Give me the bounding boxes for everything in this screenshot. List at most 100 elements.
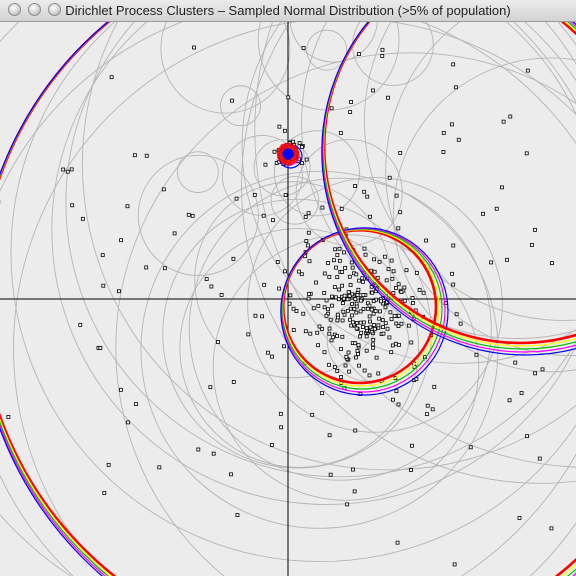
data-point <box>284 194 287 197</box>
data-point <box>397 325 400 328</box>
data-point <box>490 261 493 264</box>
data-point <box>455 86 458 89</box>
data-point <box>525 152 528 155</box>
data-point <box>81 217 84 220</box>
data-point <box>353 490 356 493</box>
data-point <box>534 372 537 375</box>
data-point <box>355 311 358 314</box>
data-point <box>403 286 406 289</box>
data-point <box>307 212 310 215</box>
data-point <box>292 307 295 310</box>
data-point <box>231 99 234 102</box>
data-point <box>317 304 320 307</box>
data-point <box>305 158 308 161</box>
data-point <box>353 307 356 310</box>
data-point <box>520 392 523 395</box>
data-point <box>7 415 10 418</box>
data-point <box>355 273 358 276</box>
data-point <box>350 261 353 264</box>
data-point <box>508 399 511 402</box>
data-point <box>452 244 455 247</box>
data-point <box>120 239 123 242</box>
data-point <box>235 197 238 200</box>
sample-circle <box>302 22 576 338</box>
data-point <box>350 314 353 317</box>
data-point <box>187 213 190 216</box>
data-point <box>509 115 512 118</box>
data-point <box>533 228 536 231</box>
data-point <box>442 131 445 134</box>
data-point <box>328 434 331 437</box>
data-point <box>263 283 266 286</box>
data-point <box>362 294 365 297</box>
data-point <box>349 283 352 286</box>
data-point <box>442 150 445 153</box>
data-point <box>336 254 339 257</box>
data-point <box>368 320 371 323</box>
data-point <box>327 308 330 311</box>
data-point <box>386 96 389 99</box>
data-point <box>526 435 529 438</box>
data-point <box>344 266 347 269</box>
data-point <box>362 321 365 324</box>
data-point <box>229 473 232 476</box>
data-point <box>325 299 328 302</box>
data-point <box>272 219 275 222</box>
data-point <box>502 120 505 123</box>
data-point <box>397 283 400 286</box>
data-point <box>357 288 360 291</box>
data-point <box>236 514 239 517</box>
data-point <box>110 76 113 79</box>
data-point <box>397 343 400 346</box>
data-point <box>382 332 385 335</box>
data-point <box>288 302 291 305</box>
data-point <box>377 372 380 375</box>
data-point <box>323 291 326 294</box>
data-point <box>332 259 335 262</box>
data-point <box>345 355 348 358</box>
data-point <box>403 299 406 302</box>
data-point <box>355 327 358 330</box>
data-point <box>505 258 508 261</box>
data-point <box>378 317 381 320</box>
sample-circle <box>52 22 576 505</box>
data-point <box>278 287 281 290</box>
data-point <box>300 145 303 148</box>
title-bar[interactable]: Dirichlet Process Clusters – Sampled Nor… <box>0 0 576 22</box>
data-point <box>457 138 460 141</box>
data-point <box>339 131 342 134</box>
data-point <box>342 251 345 254</box>
data-point <box>264 163 267 166</box>
data-point <box>341 284 344 287</box>
data-point <box>379 300 382 303</box>
data-point <box>366 195 369 198</box>
data-point <box>266 351 269 354</box>
data-point <box>526 69 529 72</box>
data-point <box>359 321 362 324</box>
data-point <box>318 325 321 328</box>
data-point <box>314 281 317 284</box>
data-point <box>325 314 328 317</box>
data-point <box>390 259 393 262</box>
data-point <box>482 212 485 215</box>
data-point <box>391 277 394 280</box>
data-point <box>399 151 402 154</box>
data-point <box>378 260 381 263</box>
data-point <box>329 473 332 476</box>
sample-circle <box>307 30 347 70</box>
data-point <box>363 369 366 372</box>
data-point <box>298 141 301 144</box>
data-point <box>329 318 332 321</box>
data-point <box>410 341 413 344</box>
data-point <box>332 336 335 339</box>
sample-circle <box>364 22 576 320</box>
data-point <box>232 380 235 383</box>
data-point <box>354 342 357 345</box>
data-point <box>349 111 352 114</box>
data-point <box>312 307 315 310</box>
data-point <box>341 302 344 305</box>
data-point <box>336 313 339 316</box>
data-point <box>425 239 428 242</box>
plot-canvas <box>0 22 576 576</box>
data-point <box>279 412 282 415</box>
